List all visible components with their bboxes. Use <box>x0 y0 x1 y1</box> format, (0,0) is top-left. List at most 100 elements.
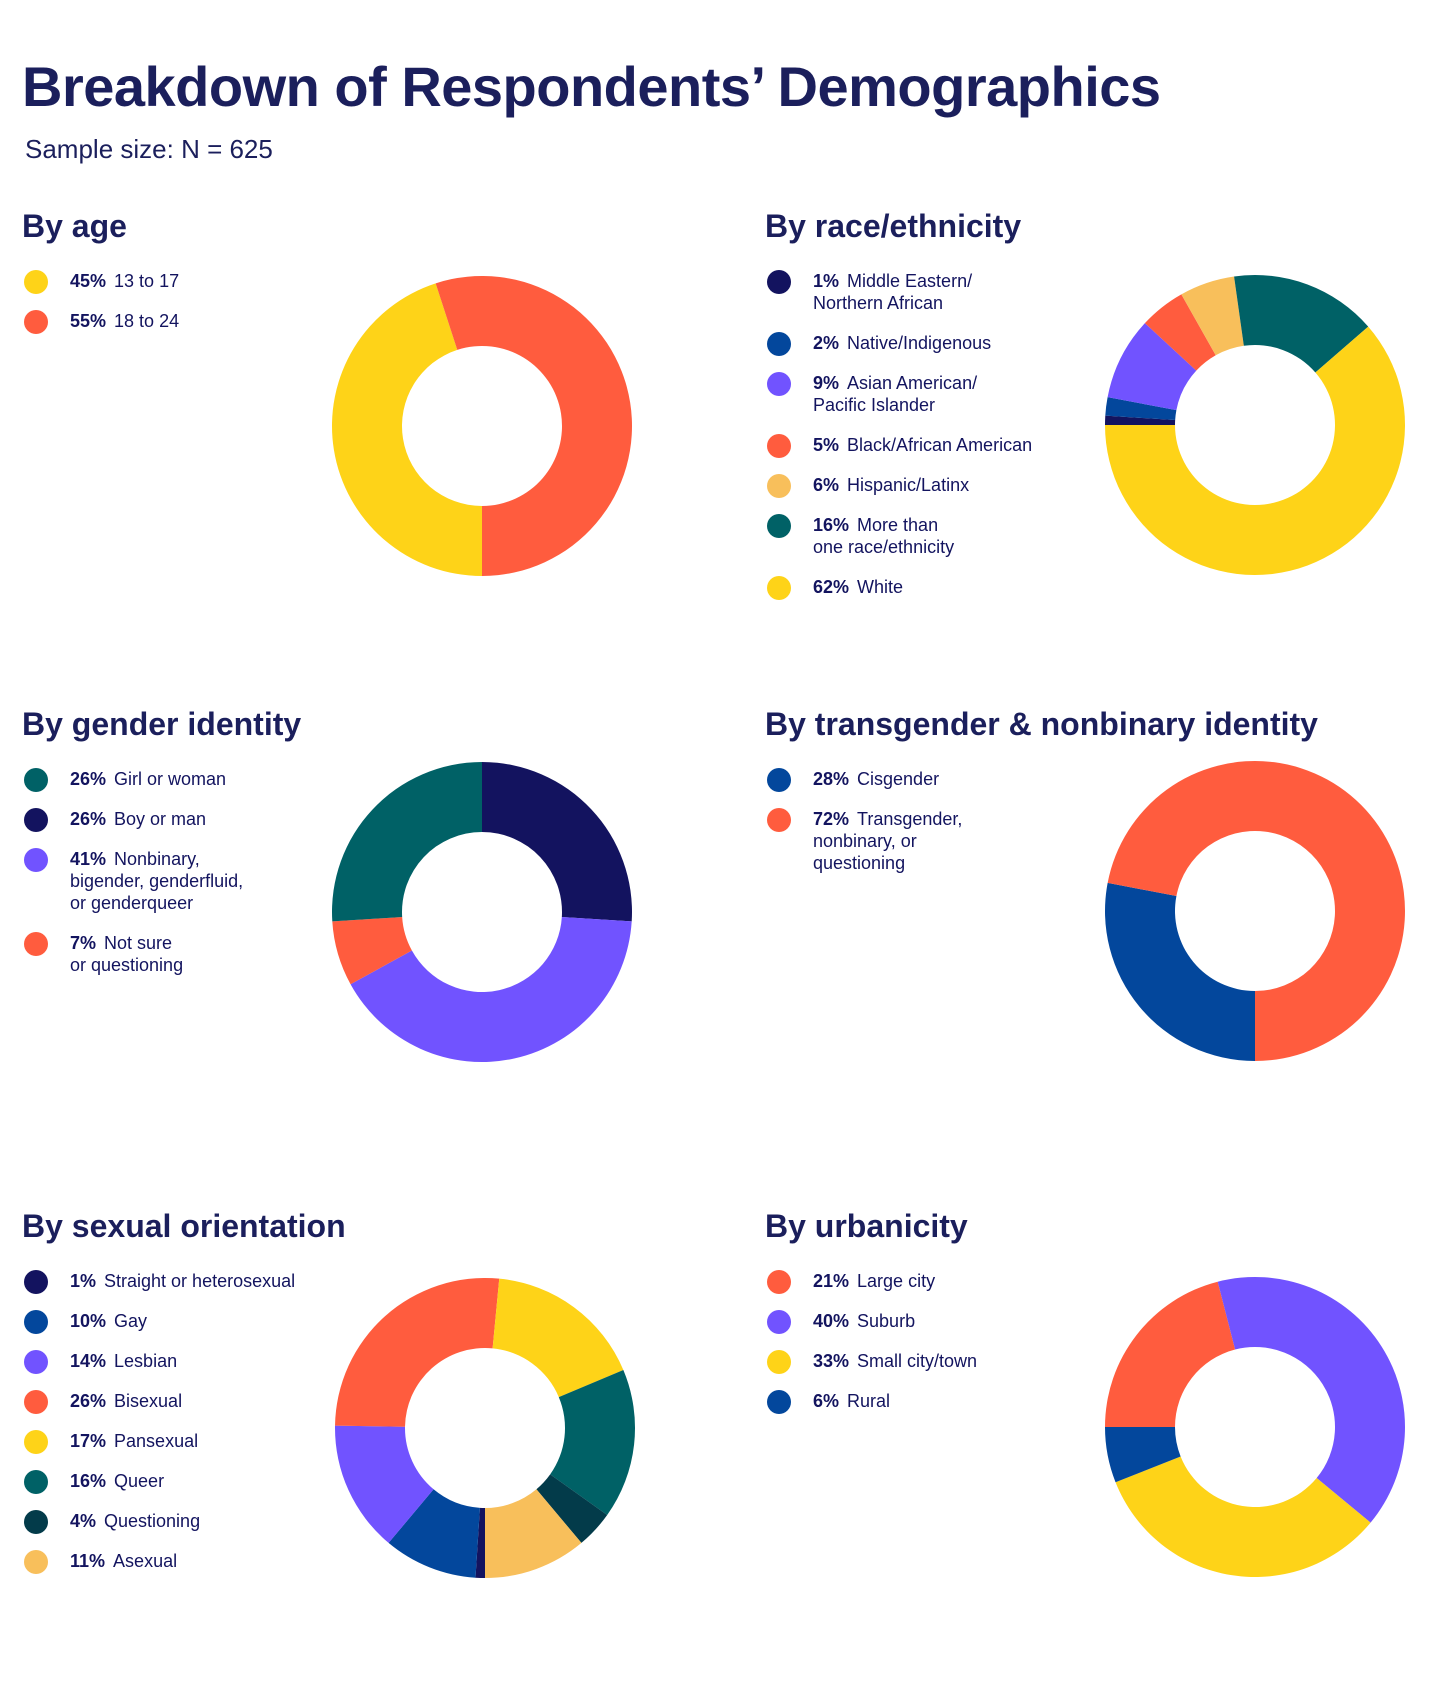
legend-category: Small city/town <box>857 1351 978 1371</box>
legend-label: 14% Lesbian <box>70 1350 342 1372</box>
legend-category: Black/African American <box>847 435 1033 455</box>
legend-category: Straight or heterosexual <box>104 1271 296 1291</box>
legend-label: 17% Pansexual <box>70 1430 342 1452</box>
legend-category: Asexual <box>113 1551 178 1571</box>
donut-slice-lesbian <box>335 1425 434 1543</box>
donut-slice-rural <box>1105 1427 1181 1483</box>
donut-slice-pansexual <box>492 1278 624 1398</box>
donut-chart <box>1105 1277 1405 1577</box>
legend-item: 28% Cisgender <box>765 768 1085 792</box>
race-ethnicity-section: By race/ethnicity 1% Middle Eastern/ Nort… <box>765 208 1440 648</box>
donut-slice-18-to-24 <box>435 276 632 576</box>
legend-label: 28% Cisgender <box>813 768 1085 790</box>
legend-category: Questioning <box>104 1511 201 1531</box>
legend-item: 1% Middle Eastern/ Northern African <box>765 270 1085 314</box>
legend-item: 26% Boy or man <box>22 808 342 832</box>
legend-percent: 7% <box>70 933 97 953</box>
legend-percent: 45% <box>70 271 107 291</box>
legend-swatch <box>767 474 791 498</box>
legend-label: 4% Questioning <box>70 1510 342 1532</box>
legend-category: Pansexual <box>114 1431 199 1451</box>
legend-swatch <box>767 434 791 458</box>
legend-category: Transgender, nonbinary, or questioning <box>813 809 963 873</box>
donut-chart <box>1105 761 1405 1061</box>
legend-category: 18 to 24 <box>114 311 180 331</box>
legend-percent: 55% <box>70 311 107 331</box>
legend-percent: 21% <box>813 1271 850 1291</box>
section-title: By sexual orientation <box>22 1208 346 1244</box>
section-title: By transgender & nonbinary identity <box>765 706 1318 742</box>
age-section: By age 45% 13 to 17 55% 18 to 24 <box>22 208 712 648</box>
legend-percent: 16% <box>813 515 850 535</box>
legend-item: 17% Pansexual <box>22 1430 342 1454</box>
legend-swatch <box>24 1270 48 1294</box>
donut-slice-suburb <box>1217 1277 1405 1523</box>
legend-label: 16% More than one race/ethnicity <box>813 514 1085 558</box>
legend-item: 4% Questioning <box>22 1510 342 1534</box>
legend-percent: 14% <box>70 1351 107 1371</box>
legend-percent: 26% <box>70 809 107 829</box>
legend-label: 2% Native/Indigenous <box>813 332 1085 354</box>
legend: 28% Cisgender 72% Transgender, nonbinary, o… <box>765 768 1085 892</box>
legend-swatch <box>767 576 791 600</box>
legend: 1% Straight or heterosexual 10% Gay 14% Lesbi… <box>22 1270 342 1590</box>
donut-slice-questioning <box>536 1474 608 1543</box>
legend-percent: 1% <box>813 271 840 291</box>
legend-label: 26% Boy or man <box>70 808 342 830</box>
legend-swatch <box>24 1430 48 1454</box>
donut-slice-girl-or-woman <box>332 762 482 922</box>
legend-label: 9% Asian American/ Pacific Islander <box>813 372 1085 416</box>
legend-category: More than one race/ethnicity <box>813 515 955 557</box>
legend-item: 45% 13 to 17 <box>22 270 342 294</box>
donut-slice-hispanic-latinx <box>1181 276 1244 356</box>
legend-label: 5% Black/African American <box>813 434 1085 456</box>
legend-item: 62% White <box>765 576 1085 600</box>
legend-label: 1% Middle Eastern/ Northern African <box>813 270 1085 314</box>
legend-label: 40% Suburb <box>813 1310 1085 1332</box>
legend-label: 6% Hispanic/Latinx <box>813 474 1085 496</box>
legend-swatch <box>767 808 791 832</box>
legend-percent: 2% <box>813 333 840 353</box>
donut-slice-asexual <box>485 1489 582 1578</box>
legend-category: 13 to 17 <box>114 271 180 291</box>
legend-item: 7% Not sure or questioning <box>22 932 342 976</box>
legend-percent: 1% <box>70 1271 97 1291</box>
donut-slice-middle-eastern-northern-african <box>1105 415 1176 425</box>
donut-chart <box>331 276 632 576</box>
legend-label: 45% 13 to 17 <box>70 270 342 292</box>
legend-label: 7% Not sure or questioning <box>70 932 342 976</box>
legend-percent: 28% <box>813 769 850 789</box>
legend-item: 1% Straight or heterosexual <box>22 1270 342 1294</box>
legend-swatch <box>24 1510 48 1534</box>
legend-percent: 10% <box>70 1311 107 1331</box>
page-title: Breakdown of Respondents’ Demographics <box>22 55 1161 118</box>
legend-label: 33% Small city/town <box>813 1350 1085 1372</box>
legend-percent: 62% <box>813 577 850 597</box>
legend-category: Girl or woman <box>114 769 227 789</box>
legend-category: Rural <box>847 1391 891 1411</box>
legend-item: 9% Asian American/ Pacific Islander <box>765 372 1085 416</box>
legend-category: Lesbian <box>114 1351 178 1371</box>
legend-swatch <box>767 332 791 356</box>
donut-slice-white <box>1105 326 1405 575</box>
legend-swatch <box>24 1310 48 1334</box>
legend-label: 6% Rural <box>813 1390 1085 1412</box>
legend-category: Cisgender <box>857 769 940 789</box>
legend-category: Native/Indigenous <box>847 333 992 353</box>
donut-chart <box>335 1278 635 1578</box>
legend: 45% 13 to 17 55% 18 to 24 <box>22 270 342 350</box>
legend-swatch <box>24 1350 48 1374</box>
legend-category: White <box>857 577 904 597</box>
legend: 26% Girl or woman 26% Boy or man 41% Nonbinar… <box>22 768 342 994</box>
legend-item: 16% Queer <box>22 1470 342 1494</box>
legend-label: 62% White <box>813 576 1085 598</box>
legend-swatch <box>24 1550 48 1574</box>
legend-swatch <box>24 932 48 956</box>
legend-label: 72% Transgender, nonbinary, or questionin… <box>813 808 1085 874</box>
legend-percent: 33% <box>813 1351 850 1371</box>
legend-item: 2% Native/Indigenous <box>765 332 1085 356</box>
legend-item: 26% Bisexual <box>22 1390 342 1414</box>
legend-swatch <box>24 1390 48 1414</box>
legend-category: Boy or man <box>114 809 207 829</box>
legend-label: 1% Straight or heterosexual <box>70 1270 342 1292</box>
